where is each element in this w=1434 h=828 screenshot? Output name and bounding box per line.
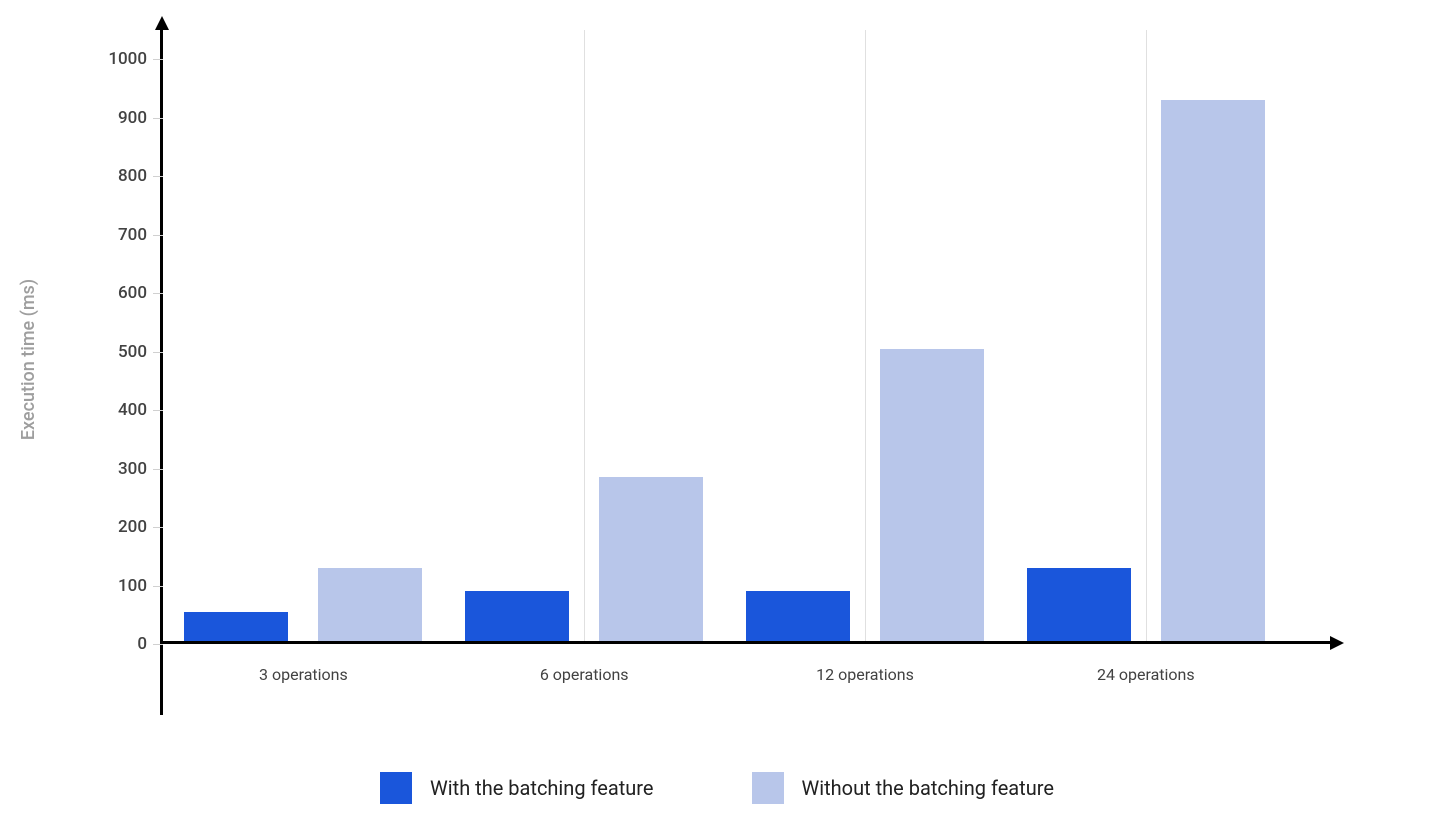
y-tick [153,176,163,177]
y-tick [153,118,163,119]
x-axis-arrow [1330,636,1344,650]
bar-with-batching [1027,568,1131,641]
y-tick [153,293,163,294]
y-tick-label: 400 [118,400,147,420]
y-tick-label: 1000 [108,49,147,69]
bar-with-batching [465,591,569,641]
execution-time-chart: Execution time (ms) 01002003004005006007… [0,0,1434,828]
gridline-vertical [1146,30,1147,641]
legend-swatch [380,772,412,804]
legend-swatch [752,772,784,804]
y-tick-label: 100 [118,576,147,596]
y-tick-label: 700 [118,225,147,245]
y-tick [153,586,163,587]
y-axis-label-container: Execution time (ms) [14,0,44,718]
y-tick-label: 0 [137,634,147,654]
y-tick-label: 800 [118,166,147,186]
legend: With the batching feature Without the bat… [0,772,1434,804]
bar-without-batching [1161,100,1265,641]
y-tick-label: 900 [118,108,147,128]
bar-without-batching [599,477,703,641]
y-tick-label: 200 [118,517,147,537]
legend-label: With the batching feature [430,776,653,800]
y-tick-label: 600 [118,283,147,303]
y-axis-label: Execution time (ms) [19,278,40,439]
y-tick [153,235,163,236]
bar-without-batching [880,349,984,641]
x-tick-label: 12 operations [816,665,914,684]
x-tick-label: 24 operations [1097,665,1195,684]
y-tick [153,527,163,528]
y-tick-label: 500 [118,342,147,362]
y-tick-label: 300 [118,459,147,479]
gridline-vertical [865,30,866,641]
y-tick [153,59,163,60]
y-axis-arrow [155,16,169,30]
y-axis-extension [160,641,163,715]
bar-without-batching [318,568,422,641]
x-tick-label: 3 operations [259,665,348,684]
legend-item-with-batching: With the batching feature [380,772,653,804]
plot-area: 010020030040050060070080090010003 operat… [160,30,1330,644]
x-tick-label: 6 operations [540,665,629,684]
bar-with-batching [184,612,288,641]
y-tick [153,469,163,470]
bar-with-batching [746,591,850,641]
y-tick [153,644,163,645]
gridline-vertical [584,30,585,641]
y-tick [153,352,163,353]
legend-item-without-batching: Without the batching feature [752,772,1054,804]
y-tick [153,410,163,411]
legend-label: Without the batching feature [802,776,1054,800]
